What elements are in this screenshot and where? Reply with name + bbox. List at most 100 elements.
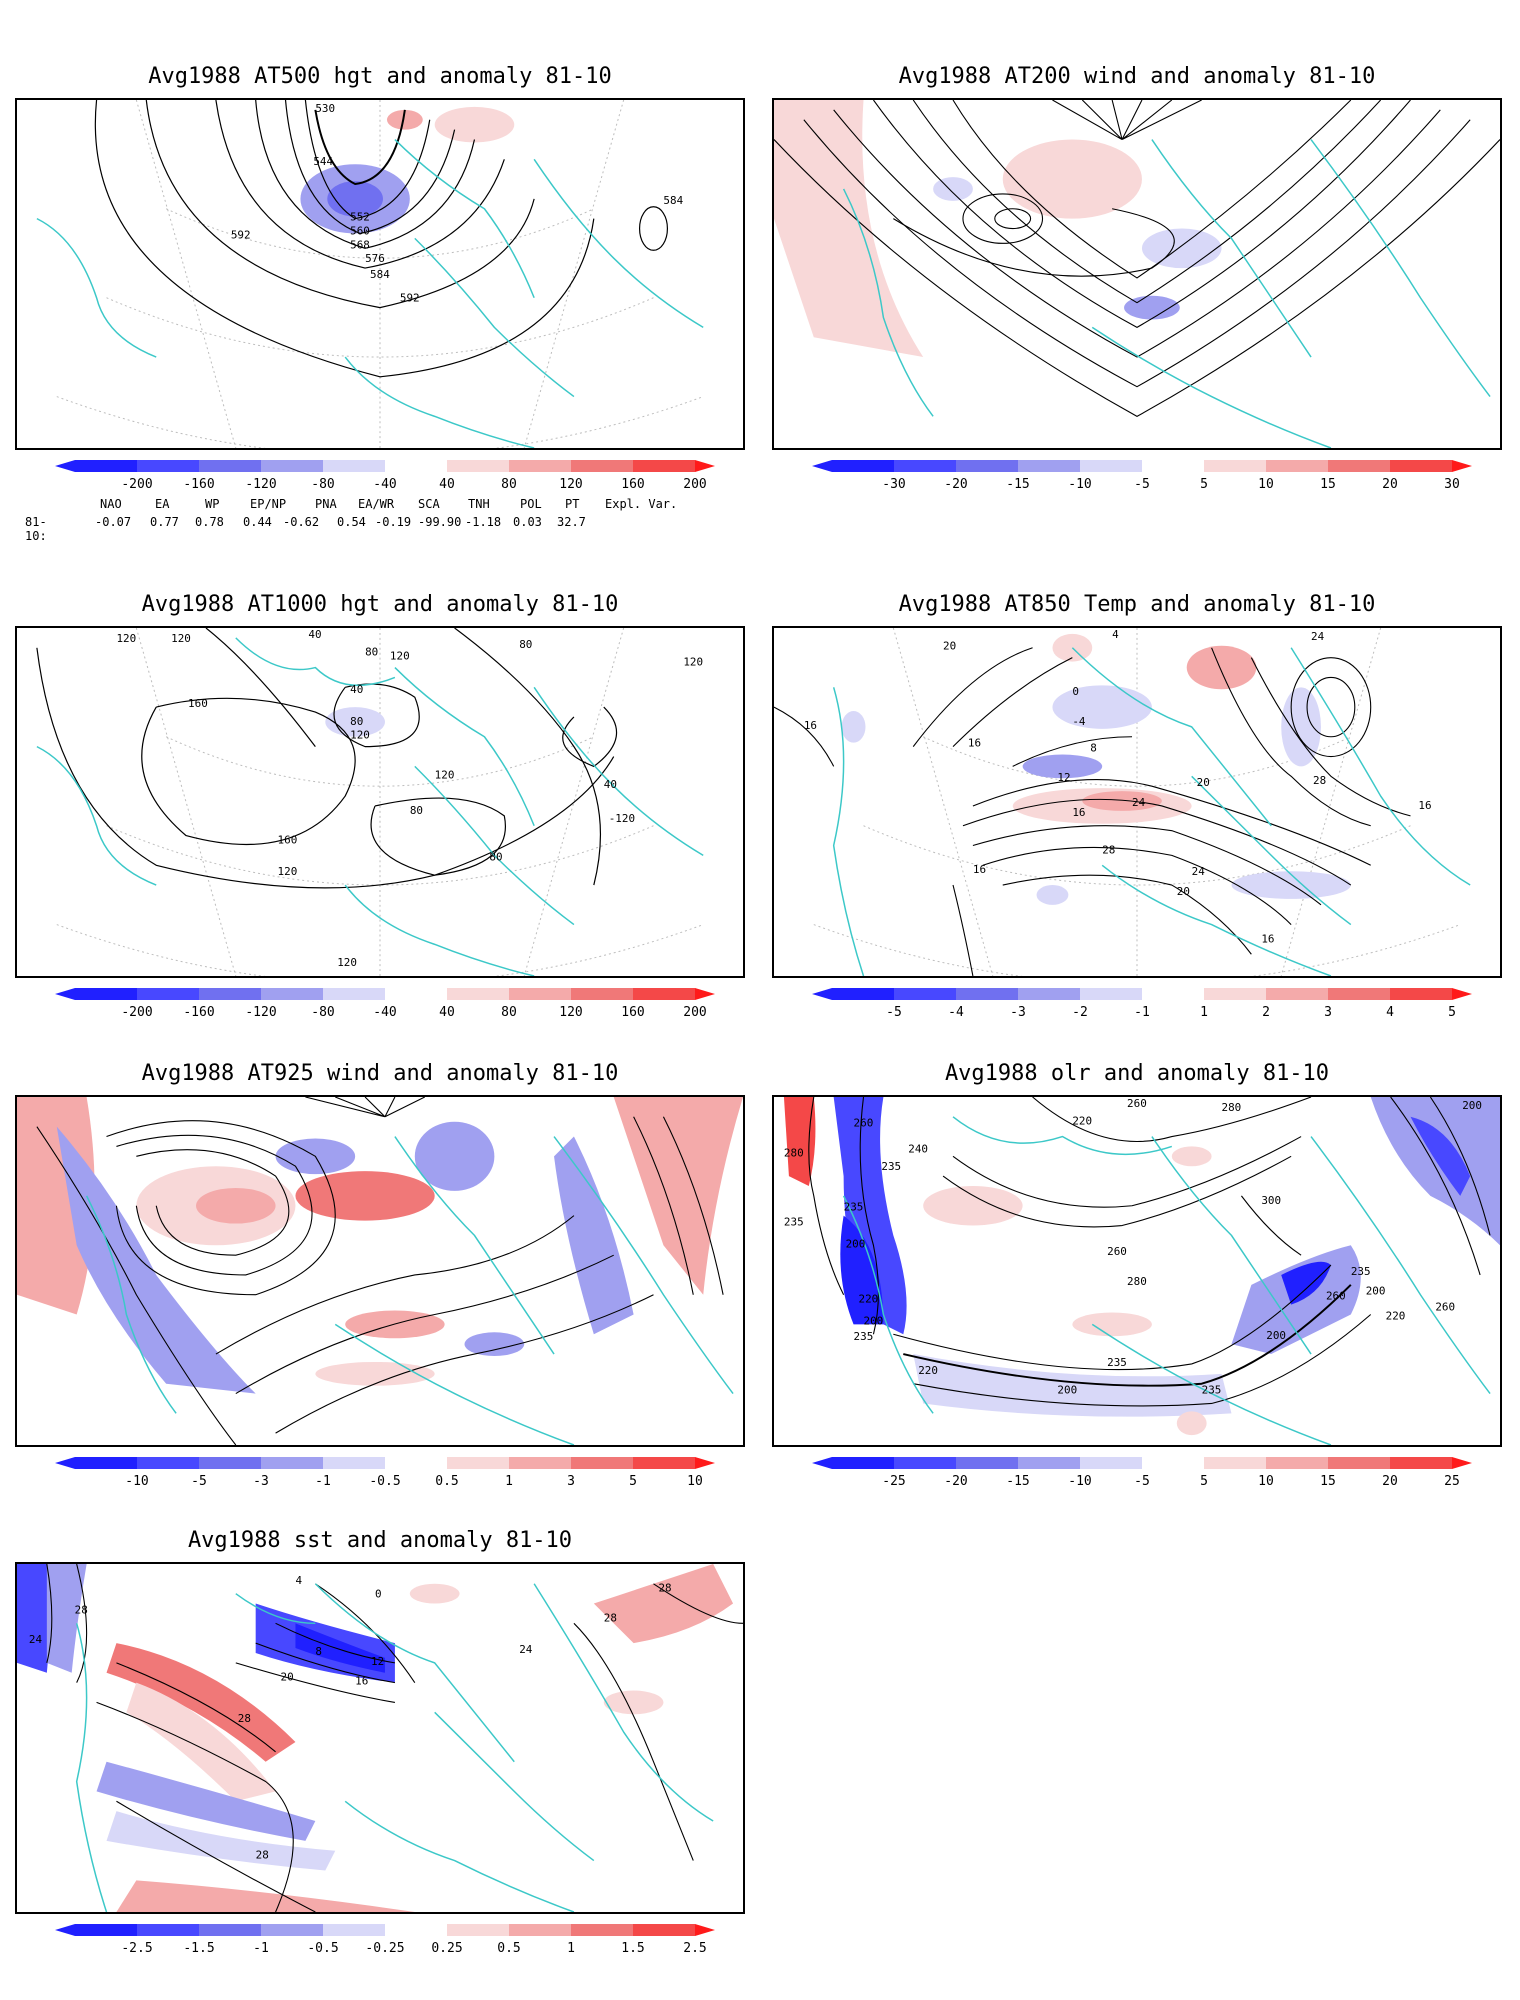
contour-label: 40 <box>350 683 363 696</box>
graticule <box>56 628 704 976</box>
contour-label: 40 <box>308 628 321 641</box>
colorbar-label: 1 <box>567 1941 575 1956</box>
colorbar-label: -0.25 <box>365 1941 404 1956</box>
contour-label: 20 <box>281 1671 294 1684</box>
contour-label: 544 <box>313 155 333 168</box>
contours <box>808 1097 1491 1407</box>
map-svg: 24 20 4 0 -4 8 16 16 12 16 24 20 28 28 2… <box>774 628 1471 976</box>
contour-label: 220 <box>1072 1115 1092 1128</box>
contour-label: 200 <box>1266 1329 1286 1342</box>
index-value: -0.62 <box>283 515 320 529</box>
colorbar-label: -160 <box>183 1005 214 1020</box>
contour-label: 8 <box>315 1645 322 1658</box>
contour-label: 220 <box>859 1293 879 1306</box>
indices-row-label: 81-10: <box>25 515 47 543</box>
contour-label: 4 <box>295 1574 302 1587</box>
contour-label: 24 <box>519 1643 533 1656</box>
colorbar-label: -10 <box>1068 477 1091 492</box>
coastlines <box>842 139 1491 448</box>
panel-title: Avg1988 AT500 hgt and anomaly 81-10 <box>148 64 612 89</box>
contour-label: 260 <box>1107 1245 1127 1258</box>
contour-label: 260 <box>854 1117 874 1130</box>
colorbar-label: 20 <box>1382 477 1398 492</box>
index-name: EA <box>155 497 170 511</box>
colorbar-label: 5 <box>1200 1474 1208 1489</box>
colorbar-label: 4 <box>1386 1005 1394 1020</box>
contour-label: 24 <box>1311 630 1325 643</box>
colorbar-label: -20 <box>944 1474 967 1489</box>
colorbar-label: 120 <box>559 477 582 492</box>
contour-label: 12 <box>371 1655 384 1668</box>
colorbar-label: 10 <box>1258 1474 1274 1489</box>
map-svg <box>774 100 1500 448</box>
colorbar-label: 2 <box>1262 1005 1270 1020</box>
contour-label: 4 <box>1112 628 1119 641</box>
colorbar-label: 160 <box>621 477 644 492</box>
panel-sst: Avg1988 sst and anomaly 81-10 <box>15 1524 745 1964</box>
colorbar-label: 160 <box>621 1005 644 1020</box>
colorbar-svg: -2.5 -1.5 -1 -0.5 -0.25 0.25 0.5 1 1.5 2… <box>55 1924 715 1956</box>
contour-label: 12 <box>1057 771 1070 784</box>
panel-at925: Avg1988 AT925 wind and anomaly 81-10 <box>15 1057 745 1497</box>
panel-at1000: Avg1988 AT1000 hgt and anomaly 81-10 <box>15 588 745 1028</box>
colorbar-svg: -25 -20 -15 -10 -5 5 10 15 20 25 <box>812 1457 1472 1489</box>
anomaly-fill <box>325 707 385 737</box>
panel-olr: Avg1988 olr and anomaly 81-10 <box>772 1057 1502 1497</box>
colorbar-label: 200 <box>683 477 706 492</box>
contour-label: 120 <box>278 865 298 878</box>
map-svg: 120 120 40 80 120 80 160 40 80 120 160 1… <box>36 628 704 976</box>
contour-label: 80 <box>350 715 363 728</box>
contour-label: 280 <box>1222 1101 1242 1114</box>
index-value: 0.78 <box>195 515 224 529</box>
coastlines <box>842 1116 1491 1445</box>
map-at1000: 120 120 40 80 120 80 160 40 80 120 160 1… <box>15 626 745 978</box>
contour-label: 0 <box>375 1588 382 1601</box>
colorbar-label: -20 <box>944 477 967 492</box>
colorbar-label: 1.5 <box>621 1941 644 1956</box>
index-value: -0.19 <box>375 515 412 529</box>
colorbar-svg: -200 -160 -120 -80 -40 40 80 120 160 200 <box>55 460 715 492</box>
colorbar-label: 3 <box>1324 1005 1332 1020</box>
map-svg: 235 235 200 280 260 240 235 220 200 235 … <box>783 1097 1500 1445</box>
contour-label: 200 <box>1057 1384 1077 1397</box>
contour-label: 200 <box>846 1237 866 1250</box>
colorbar-label: 0.25 <box>431 1941 462 1956</box>
colorbar-label: 40 <box>439 477 455 492</box>
index-value: 0.54 <box>337 515 366 529</box>
colorbar: -25 -20 -15 -10 -5 5 10 15 20 25 <box>812 1455 1472 1495</box>
contour-label: 592 <box>400 292 420 305</box>
anomaly-fill <box>783 1097 1500 1436</box>
colorbar-label: -1 <box>253 1941 269 1956</box>
map-at200 <box>772 98 1502 450</box>
contour-label: 16 <box>968 737 981 750</box>
index-value: -0.07 <box>95 515 132 529</box>
contour-label: 120 <box>171 632 191 645</box>
colorbar: -200 -160 -120 -80 -40 40 80 120 160 200 <box>55 986 715 1026</box>
anomaly-fill <box>300 106 515 234</box>
contour-label: 16 <box>1072 806 1085 819</box>
contour-label: 160 <box>188 697 208 710</box>
colorbar-label: -10 <box>125 1474 148 1489</box>
colorbar-label: 20 <box>1382 1474 1398 1489</box>
map-at850: 24 20 4 0 -4 8 16 16 12 16 24 20 28 28 2… <box>772 626 1502 978</box>
colorbar-label: -15 <box>1006 477 1029 492</box>
colorbar-label: 1 <box>505 1474 513 1489</box>
colorbar-label: 120 <box>559 1005 582 1020</box>
contour-label: 28 <box>256 1849 269 1862</box>
index-value: -1.18 <box>465 515 502 529</box>
colorbar-label: -40 <box>373 477 396 492</box>
coastlines <box>832 647 1471 976</box>
index-value: 0.03 <box>513 515 542 529</box>
contour-label: 16 <box>355 1675 368 1688</box>
colorbar-label: -0.5 <box>307 1941 338 1956</box>
colorbar-svg: -10 -5 -3 -1 -0.5 0.5 1 3 5 10 <box>55 1457 715 1489</box>
colorbar-label: 80 <box>501 477 517 492</box>
colorbar-label: 0.5 <box>435 1474 458 1489</box>
colorbar-label: -160 <box>183 477 214 492</box>
coastlines <box>85 1136 734 1445</box>
colorbar: -2.5 -1.5 -1 -0.5 -0.25 0.25 0.5 1 1.5 2… <box>55 1922 715 1962</box>
colorbar-label: -2 <box>1072 1005 1088 1020</box>
panel-title: Avg1988 AT925 wind and anomaly 81-10 <box>141 1061 619 1086</box>
contour-label: 16 <box>1261 932 1274 945</box>
contour-label: 220 <box>918 1364 938 1377</box>
